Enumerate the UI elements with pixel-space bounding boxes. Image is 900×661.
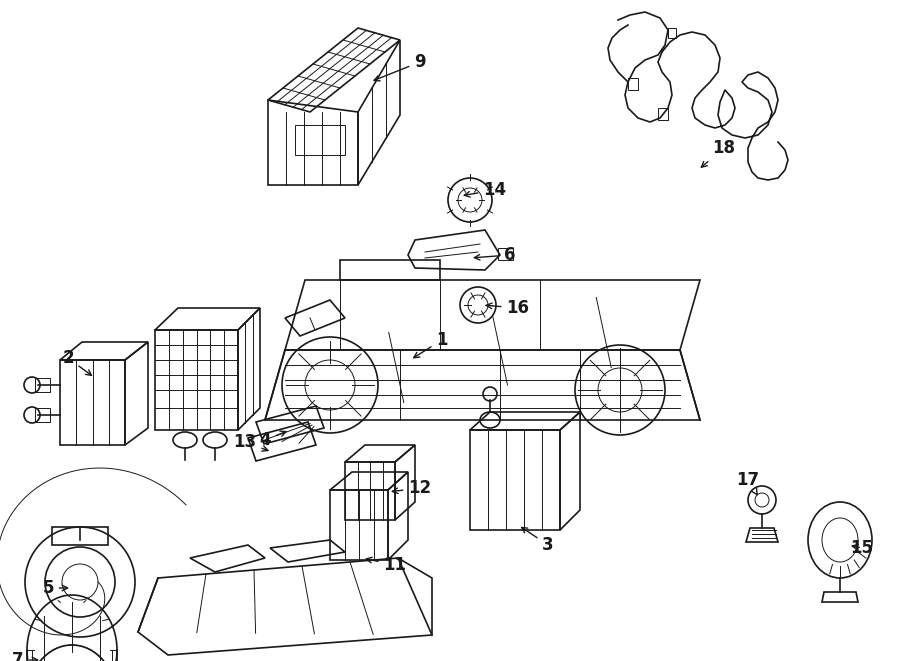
- Text: 9: 9: [374, 53, 426, 81]
- Text: 14: 14: [464, 181, 507, 199]
- Text: 12: 12: [392, 479, 432, 497]
- Text: 17: 17: [736, 471, 760, 495]
- Text: 4: 4: [259, 431, 286, 449]
- Bar: [35, 408, 50, 422]
- Text: 5: 5: [42, 579, 68, 597]
- Text: 11: 11: [366, 556, 407, 574]
- Text: 15: 15: [850, 539, 874, 557]
- Bar: [295, 125, 345, 155]
- Bar: [628, 78, 638, 90]
- Text: 6: 6: [474, 246, 516, 264]
- Bar: [498, 248, 513, 260]
- Text: 1: 1: [414, 331, 448, 358]
- Text: 3: 3: [522, 527, 554, 554]
- Text: 16: 16: [486, 299, 529, 317]
- Text: 13: 13: [233, 433, 268, 451]
- Bar: [658, 108, 668, 120]
- Bar: [35, 378, 50, 392]
- Bar: [668, 28, 676, 38]
- Text: 7: 7: [13, 651, 38, 661]
- Text: 2: 2: [62, 349, 92, 375]
- Text: 18: 18: [701, 139, 735, 167]
